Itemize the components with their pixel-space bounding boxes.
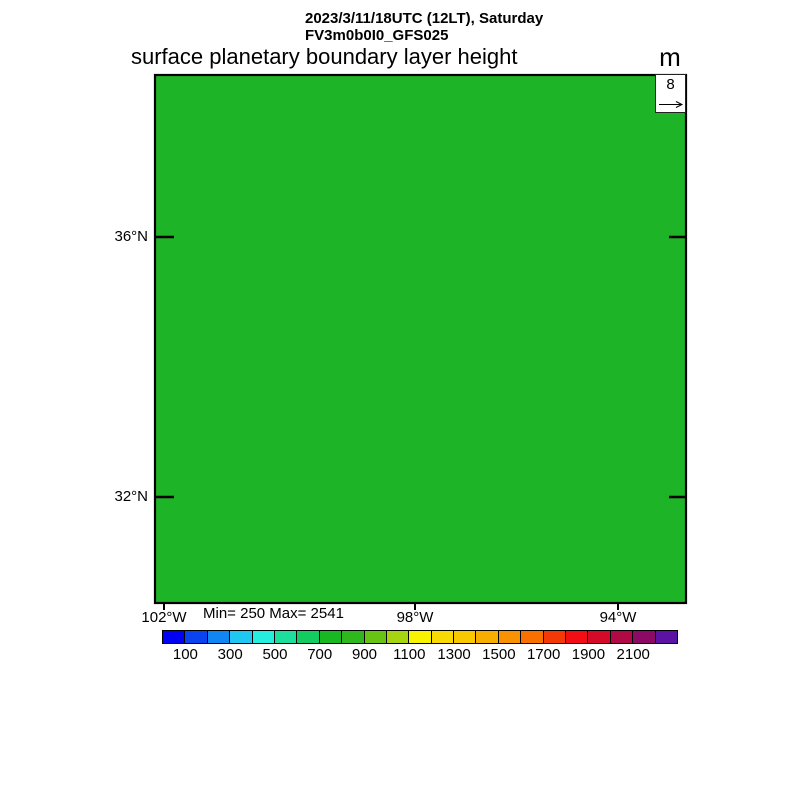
colorbar-cell xyxy=(363,630,387,644)
colorbar-label: 1300 xyxy=(437,646,471,663)
colorbar-cell xyxy=(632,630,656,644)
header-datetime: 2023/3/11/18UTC (12LT), Saturday xyxy=(305,10,544,27)
colorbar-label: 1700 xyxy=(526,646,561,663)
unit-label: m xyxy=(659,42,681,72)
colorbar-cell xyxy=(542,630,567,644)
colorbar-cell xyxy=(654,630,678,644)
colorbar-cell xyxy=(229,630,253,644)
colorbar xyxy=(162,630,678,644)
colorbar-cell xyxy=(497,630,522,644)
lon-label: 98°W xyxy=(396,609,434,626)
colorbar-cell xyxy=(341,630,365,644)
colorbar-label: 1500 xyxy=(482,646,516,663)
colorbar-cell xyxy=(475,630,499,644)
axis-ticks xyxy=(156,235,685,610)
lat-label: 32°N xyxy=(114,488,148,505)
colorbar-cell xyxy=(587,630,611,644)
plot-title: surface planetary boundary layer height xyxy=(131,44,518,69)
colorbar-label: 500 xyxy=(262,646,288,663)
header-model: FV3m0b0I0_GFS025 xyxy=(305,27,449,44)
colorbar-label: 1900 xyxy=(571,646,606,663)
colorbar-cell xyxy=(408,630,432,644)
field-base xyxy=(155,75,686,603)
colorbar-cell xyxy=(318,630,343,644)
colorbar-cell xyxy=(453,630,477,644)
colorbar-cell xyxy=(184,630,208,644)
colorbar-cell xyxy=(430,630,455,644)
colorbar-label: 2100 xyxy=(616,646,650,663)
colorbar-cell xyxy=(565,630,589,644)
colorbar-cell xyxy=(251,630,275,644)
wind-reference-arrow-icon xyxy=(659,101,684,108)
map-frame xyxy=(153,73,688,605)
colorbar-cell xyxy=(385,630,410,644)
lat-label: 36°N xyxy=(114,228,148,245)
colorbar-label: 700 xyxy=(307,646,333,663)
lon-label: 94°W xyxy=(599,609,637,626)
colorbar-label: 300 xyxy=(217,646,243,663)
wind-reference-box: 8 xyxy=(655,74,686,113)
colorbar-cell xyxy=(162,630,186,644)
lon-label: 102°W xyxy=(141,609,187,626)
wind-reference-value: 8 xyxy=(666,76,675,93)
colorbar-label: 100 xyxy=(172,646,198,663)
colorbar-cell xyxy=(520,630,544,644)
colorbar-cell xyxy=(609,630,634,644)
colorbar-label: 1100 xyxy=(393,646,426,663)
colorbar-cell xyxy=(273,630,298,644)
colorbar-cell xyxy=(206,630,231,644)
colorbar-cell xyxy=(296,630,320,644)
minmax-label: Min= 250 Max= 2541 xyxy=(203,605,344,622)
colorbar-label: 900 xyxy=(352,646,378,663)
